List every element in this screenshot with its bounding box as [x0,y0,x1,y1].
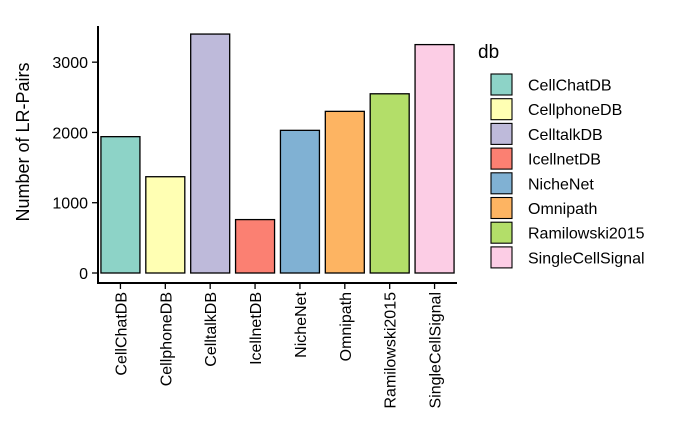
x-axis-ticks: CellChatDB CellphoneDB CelltalkDB IcellnetD… [113,283,445,409]
x-tick-label: CelltalkDB [203,292,220,367]
y-tick-label: 2000 [52,125,88,142]
legend-swatch-cellchatdb [490,73,513,96]
legend-label: Ramilowski2015 [528,226,645,243]
legend-label: CelltalkDB [528,127,603,144]
y-tick-label: 3000 [52,55,88,72]
legend-label: SingleCellSignal [528,250,645,267]
legend-label: Omnipath [528,201,597,218]
y-axis-ticks: 0 1000 2000 3000 [52,55,98,283]
legend-swatch-nichenet [490,172,513,195]
legend-label: CellphoneDB [528,102,622,119]
legend-swatch-omnipath [490,196,513,220]
legend-swatch-icellnetdb [490,147,513,170]
y-tick-label: 0 [79,266,88,283]
legend-label: IcellnetDB [528,152,601,169]
x-tick-label: NicheNet [293,291,310,357]
legend-swatch-cellphonedb [490,98,513,121]
bar-omnipath [324,110,365,274]
legend: db CellChatDB CellphoneDB CelltalkDB Icelln… [478,42,645,269]
legend-swatch-singlecellsignal [490,246,513,269]
legend-label: CellChatDB [528,78,612,95]
bar-celltalkdb [190,33,231,274]
y-axis-title: Number of LR-Pairs [13,62,33,221]
legend-label: NicheNet [528,176,594,193]
x-tick-label: Ramilowski2015 [383,292,400,409]
legend-title: db [478,42,499,63]
x-tick-label: IcellnetDB [248,292,265,365]
legend-swatch-celltalkdb [490,122,513,145]
bar-nichenet [279,129,321,274]
x-tick-label: SingleCellSignal [428,292,445,409]
x-tick-label: CellChatDB [113,292,130,376]
bars-group [100,33,455,274]
bar-singlecellsignal [414,43,455,274]
y-tick-label: 1000 [52,196,88,213]
bar-ramilowski2015 [369,93,410,274]
x-tick-label: Omnipath [338,292,355,361]
bar-icellnetdb [234,218,276,274]
legend-swatch-ramilowski2015 [490,221,513,244]
x-tick-label: CellphoneDB [158,292,175,386]
bar-cellphonedb [145,176,186,274]
bar-cellchatdb [100,136,141,274]
